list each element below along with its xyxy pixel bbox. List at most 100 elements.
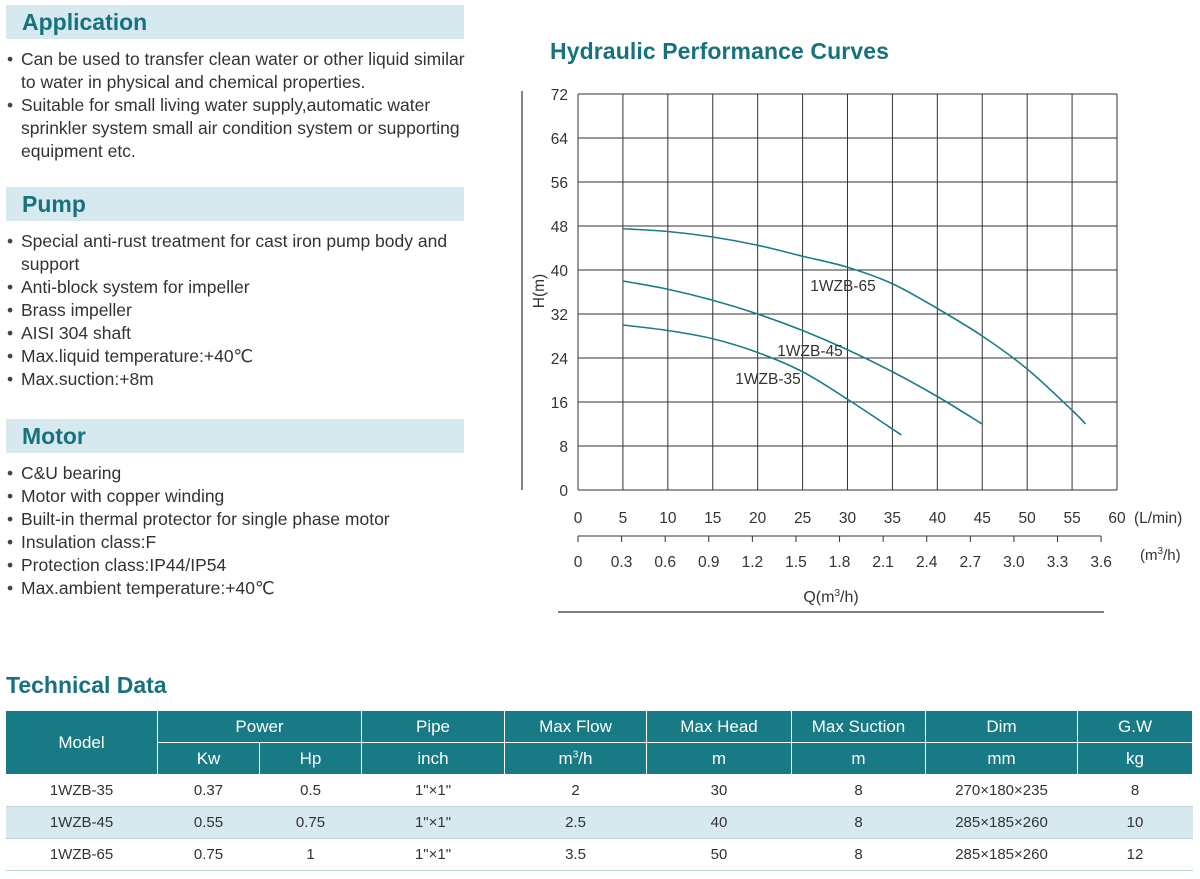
cell-suction: 8 [791,774,926,807]
pump-item: Max.liquid temperature:+40℃ [6,345,476,368]
cell-dim: 285×185×260 [925,806,1078,839]
cell-flow: 2 [504,774,647,807]
col-max-suction-unit: m [791,742,926,775]
col-model: Model [5,710,158,775]
application-list: Can be used to transfer clean water or o… [6,48,476,163]
application-item: Can be used to transfer clean water or o… [6,48,476,94]
x-m3h-tick-label: 1.8 [829,554,851,571]
cell-hp: 0.5 [259,774,362,807]
col-dim-unit: mm [925,742,1078,775]
cell-head: 40 [646,806,792,839]
series-label: 1WZB-45 [777,343,842,360]
cell-hp: 0.75 [259,806,362,839]
col-gw: G.W [1077,710,1193,743]
pump-item: Brass impeller [6,299,476,322]
x-lmin-tick-label: 25 [794,510,811,527]
cell-dim: 270×180×235 [925,774,1078,807]
col-max-head-unit: m [646,742,792,775]
col-dim: Dim [925,710,1078,743]
x-m3h-tick-label: 2.1 [872,554,894,571]
col-max-suction: Max Suction [791,710,926,743]
x-lmin-tick-label: 15 [704,510,721,527]
cell-kw: 0.55 [157,806,260,839]
col-hp: Hp [259,742,362,775]
x-m3h-tick-label: 3.0 [1003,554,1025,571]
motor-item: Insulation class:F [6,531,476,554]
x-lmin-tick-label: 0 [574,510,583,527]
x-m3h-tick-label: 0.9 [698,554,720,571]
col-power: Power [157,710,362,743]
x-m3h-tick-label: 0.3 [611,554,633,571]
chart-title: Hydraulic Performance Curves [550,38,889,64]
pump-item: Anti-block system for impeller [6,276,476,299]
y-tick-label: 48 [551,219,568,236]
pump-item: Special anti-rust treatment for cast iro… [6,230,476,276]
cell-hp: 1 [259,838,362,871]
cell-head: 50 [646,838,792,871]
cell-dim: 285×185×260 [925,838,1078,871]
x-m3h-tick-label: 2.4 [916,554,938,571]
cell-kw: 0.75 [157,838,260,871]
curve-1wzb-35 [622,324,902,436]
application-heading: Application [6,5,464,39]
col-pipe: Pipe [361,710,505,743]
x-lmin-tick-label: 45 [974,510,991,527]
y-tick-label: 24 [551,351,569,368]
x-m3h-tick-label: 0.6 [654,554,676,571]
motor-item: Max.ambient temperature:+40℃ [6,577,476,600]
series-label: 1WZB-65 [810,278,875,295]
col-kw: Kw [157,742,260,775]
cell-flow: 3.5 [504,838,647,871]
x-lmin-tick-label: 50 [1019,510,1037,527]
pump-item: Max.suction:+8m [6,368,476,391]
table-row: 1WZB-35 0.37 0.5 1"×1" 2 30 8 270×180×235 8 [5,774,1193,807]
application-item: Suitable for small living water supply,a… [6,94,476,163]
col-max-flow-unit: m3/h [504,742,647,775]
y-tick-label: 40 [551,263,569,280]
y-tick-label: 56 [551,175,568,192]
x-m3h-tick-label: 3.6 [1090,554,1112,571]
col-gw-unit: kg [1077,742,1193,775]
col-pipe-unit: inch [361,742,505,775]
curve-1wzb-45 [622,280,983,425]
cell-model: 1WZB-45 [5,806,158,839]
cell-suction: 8 [791,838,926,871]
cell-flow: 2.5 [504,806,647,839]
x-lmin-tick-label: 20 [749,510,767,527]
technical-data-table: Model Power Pipe Max Flow Max Head Max S… [5,710,1193,871]
x-lmin-unit: (L/min) [1134,510,1182,527]
cell-pipe: 1"×1" [361,838,505,871]
x-m3h-unit: (m3/h) [1140,546,1181,564]
cell-pipe: 1"×1" [361,774,505,807]
cell-model: 1WZB-35 [5,774,158,807]
col-max-flow: Max Flow [504,710,647,743]
motor-list: C&U bearingMotor with copper windingBuil… [6,462,476,600]
cell-suction: 8 [791,806,926,839]
x-lmin-tick-label: 60 [1108,510,1126,527]
cell-gw: 8 [1077,774,1193,807]
motor-item: Motor with copper winding [6,485,476,508]
x-lmin-tick-label: 55 [1063,510,1080,527]
y-tick-label: 0 [559,483,568,500]
x-lmin-tick-label: 35 [884,510,901,527]
performance-chart: 0 8 16 24 32 40 48 56 64 72 H(m) 0 5 10 15 20 25 30 35 40 45… [521,87,1182,613]
x-lmin-tick-label: 10 [659,510,677,527]
y-axis-label: H(m) [531,274,548,308]
motor-heading: Motor [6,419,464,453]
x-m3h-tick-label: 1.2 [742,554,764,571]
cell-head: 30 [646,774,792,807]
pump-list: Special anti-rust treatment for cast iro… [6,230,476,391]
x-m3h-tick-label: 0 [574,554,583,571]
x-m3h-tick-label: 2.7 [960,554,982,571]
series-label: 1WZB-35 [735,371,800,388]
x-m3h-tick-label: 3.3 [1047,554,1069,571]
col-max-head: Max Head [646,710,792,743]
motor-item: C&U bearing [6,462,476,485]
y-tick-label: 72 [551,87,568,104]
technical-data-title: Technical Data [6,672,167,698]
motor-item: Built-in thermal protector for single ph… [6,508,476,531]
table-row: 1WZB-45 0.55 0.75 1"×1" 2.5 40 8 285×185×260 10 [5,806,1193,839]
cell-kw: 0.37 [157,774,260,807]
y-tick-label: 16 [551,395,568,412]
cell-model: 1WZB-65 [5,838,158,871]
